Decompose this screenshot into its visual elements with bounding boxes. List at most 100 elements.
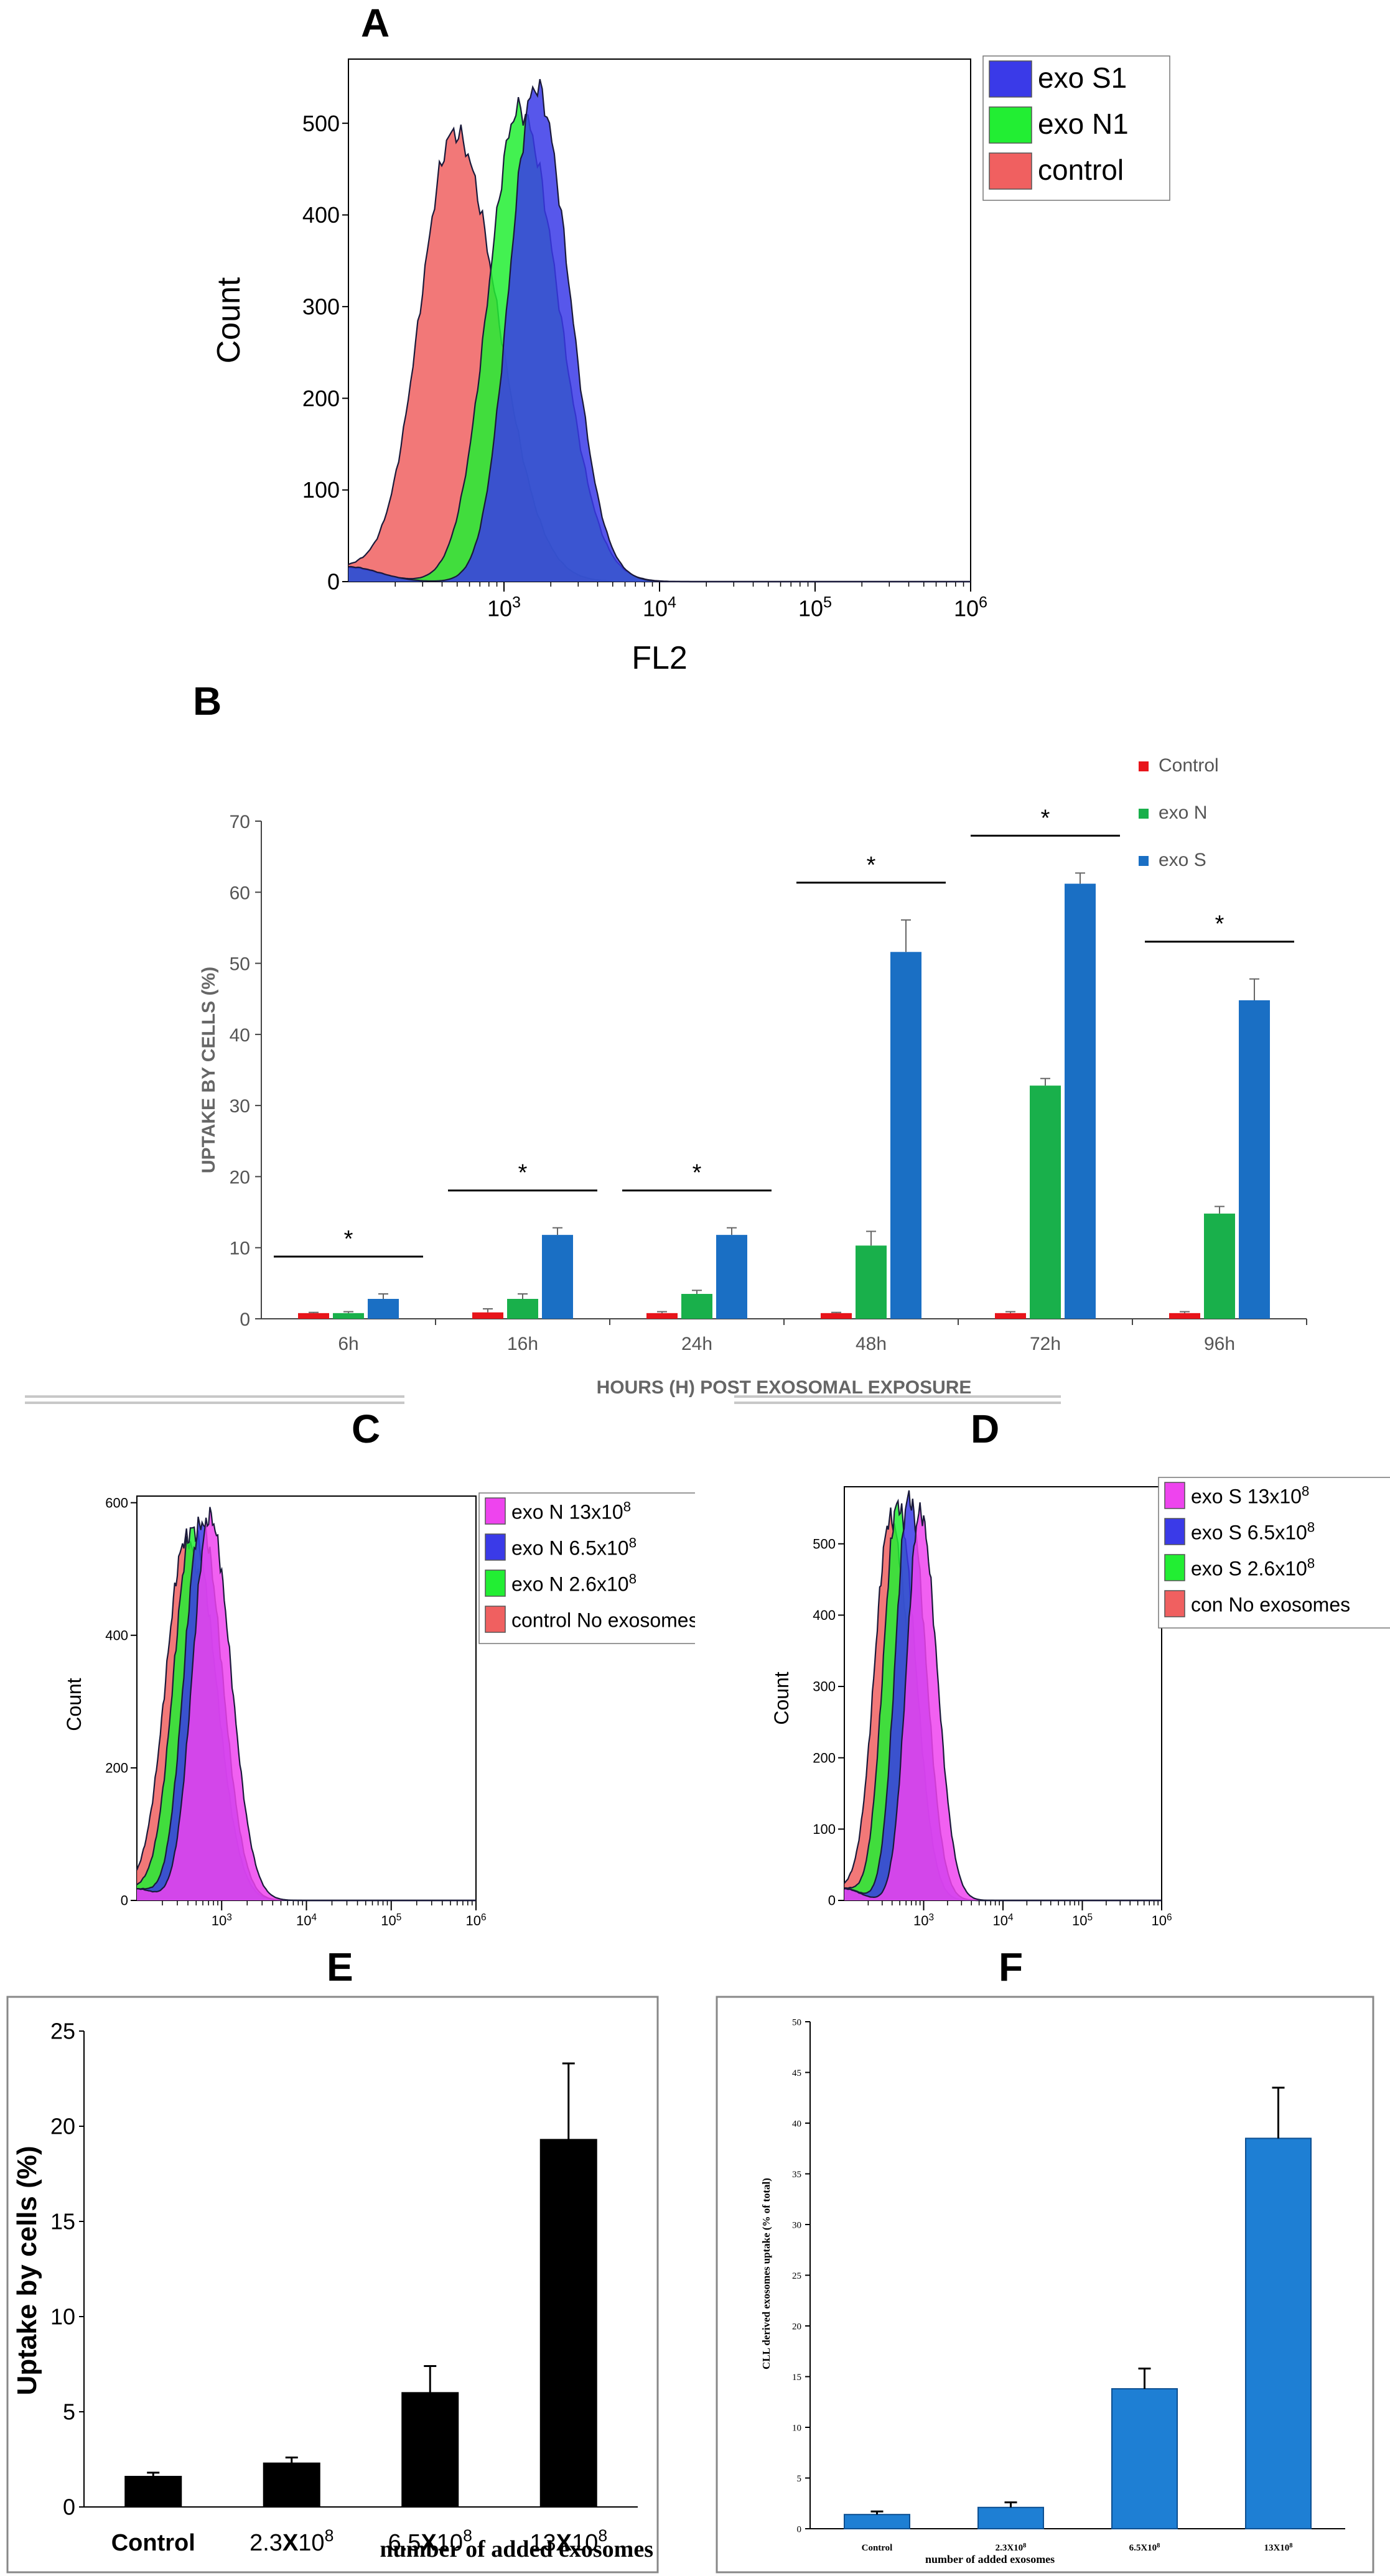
x-tick-label: 106 (954, 594, 987, 621)
y-tick-label: 500 (302, 111, 340, 136)
histogram-area-control (348, 124, 971, 582)
panel-label-B: B (193, 679, 222, 723)
y-tick-label: 0 (121, 1893, 128, 1909)
y-tick-label: 20 (230, 1167, 250, 1188)
y-axis-label: CLL derived exosomes uptake (% of total) (760, 2178, 772, 2369)
legend-swatch (989, 60, 1032, 98)
panel-f-bar-chart: 0 5 10 15 20 25 30 35 40 45 50 Control 2.3X108 6.5X10… (716, 1996, 1374, 2574)
x-tick-label: 104 (643, 594, 676, 621)
x-tick-label: 13X108 (1264, 2542, 1292, 2554)
y-axis-label: Count (63, 1678, 85, 1731)
x-tick-label: 2.3X108 (250, 2526, 334, 2556)
bar (263, 2462, 320, 2508)
y-tick-label: 5 (63, 2399, 75, 2425)
legend-swatch (989, 106, 1032, 144)
legend-label: exo S (1159, 850, 1206, 870)
panel-c-histogram: 0 200 400 600 103 104 105 106 Count exo N 13x108 e… (63, 1492, 695, 1929)
x-tick-label: 48h (856, 1334, 887, 1354)
significance-star: * (344, 1226, 353, 1252)
bar-control (298, 1313, 329, 1319)
y-tick-label: 200 (105, 1760, 128, 1776)
y-tick-label: 5 (797, 2474, 802, 2484)
y-tick-label: 70 (230, 812, 250, 832)
legend-swatch (1164, 1590, 1185, 1617)
y-tick-label: 300 (302, 294, 340, 319)
legend-label: con No exosomes (1191, 1594, 1350, 1616)
separator-lines (25, 1395, 1061, 1404)
x-tick-label: Control (862, 2543, 893, 2553)
y-tick-label: 20 (792, 2322, 801, 2332)
legend-label: exo N (1159, 802, 1207, 823)
x-axis-label: number of added exosomes (380, 2536, 654, 2562)
x-tick-label: 104 (992, 1912, 1013, 1929)
x-axis-label: FL2 (632, 640, 688, 676)
legend-label: Control (1159, 755, 1219, 776)
legend-swatch (485, 1606, 506, 1633)
x-tick-label: 103 (212, 1912, 232, 1929)
x-tick-label: 103 (487, 594, 521, 621)
y-tick-label: 25 (792, 2271, 801, 2281)
legend-swatch (1164, 1482, 1185, 1509)
x-tick-label: 103 (913, 1912, 934, 1929)
legend-label: exo S 6.5x108 (1191, 1519, 1315, 1544)
bar-exo-n (333, 1313, 364, 1319)
bar-exo-n (507, 1299, 538, 1319)
y-tick-label: 40 (230, 1025, 250, 1046)
panel-e-bar-chart: 0 5 10 15 20 25 Control 2.3X108 6.5X108 13X108num… (6, 1996, 659, 2574)
x-tick-label: 24h (681, 1334, 712, 1354)
histogram-outline (136, 1507, 476, 1902)
y-tick-label: 200 (813, 1750, 836, 1765)
bar-control (995, 1313, 1026, 1319)
bar-exo-s (542, 1235, 573, 1319)
histogram-outline (348, 79, 971, 583)
y-tick-label: 50 (792, 2017, 801, 2027)
legend-label: control No exosomes (511, 1609, 695, 1632)
x-tick-label: 105 (1072, 1912, 1093, 1929)
bar-exo-s (716, 1235, 747, 1319)
bar (844, 2514, 910, 2529)
panel-label-E: E (327, 1945, 353, 1989)
significance-star: * (518, 1160, 528, 1186)
x-tick-label: 96h (1204, 1334, 1235, 1354)
legend-swatch (485, 1497, 506, 1525)
y-tick-label: 30 (792, 2220, 801, 2230)
y-axis-label: Count (211, 277, 247, 363)
histogram-area-exo-s1 (348, 79, 971, 582)
y-tick-label: 400 (302, 202, 340, 228)
x-axis-label: number of added exosomes (925, 2553, 1055, 2565)
legend-label: exo S 13x108 (1191, 1483, 1309, 1508)
y-tick-label: 10 (792, 2423, 801, 2433)
legend-swatch (1139, 809, 1149, 819)
bar-exo-n (1030, 1086, 1061, 1319)
bar-exo-n (1204, 1213, 1235, 1319)
legend-swatch (1139, 761, 1149, 771)
bar (1245, 2137, 1312, 2529)
y-tick-label: 100 (302, 477, 340, 503)
y-tick-label: 45 (792, 2068, 801, 2078)
y-tick-label: 35 (792, 2170, 801, 2180)
x-tick-label: 106 (465, 1912, 486, 1929)
legend-box (1158, 1477, 1390, 1629)
x-tick-label: Control (111, 2530, 195, 2556)
panel-label-F: F (999, 1945, 1024, 1989)
legend-label: exo N 2.6x108 (511, 1571, 637, 1596)
legend-label: exo N 13x108 (511, 1499, 631, 1523)
y-tick-label: 400 (105, 1627, 128, 1643)
y-axis-label: UPTAKE BY CELLS (%) (198, 967, 219, 1173)
y-tick-label: 300 (813, 1679, 836, 1695)
bar-exo-s (1065, 883, 1096, 1319)
x-tick-label: 16h (507, 1334, 538, 1354)
bar-control (472, 1312, 503, 1319)
panel-label-D: D (971, 1407, 1000, 1451)
legend-swatch (485, 1569, 506, 1597)
bar-control (1169, 1313, 1200, 1319)
x-tick-label: 105 (798, 594, 832, 621)
bar-exo-n (681, 1294, 712, 1319)
x-tick-label: 105 (381, 1912, 401, 1929)
y-tick-label: 0 (327, 569, 340, 595)
x-tick-label: 13X108 (529, 2526, 607, 2556)
bar-control (821, 1313, 852, 1319)
x-tick-label: 104 (296, 1912, 317, 1929)
legend-box (478, 1492, 695, 1644)
x-axis-label: HOURS (H) POST EXOSOMAL EXPOSURE (597, 1377, 972, 1398)
